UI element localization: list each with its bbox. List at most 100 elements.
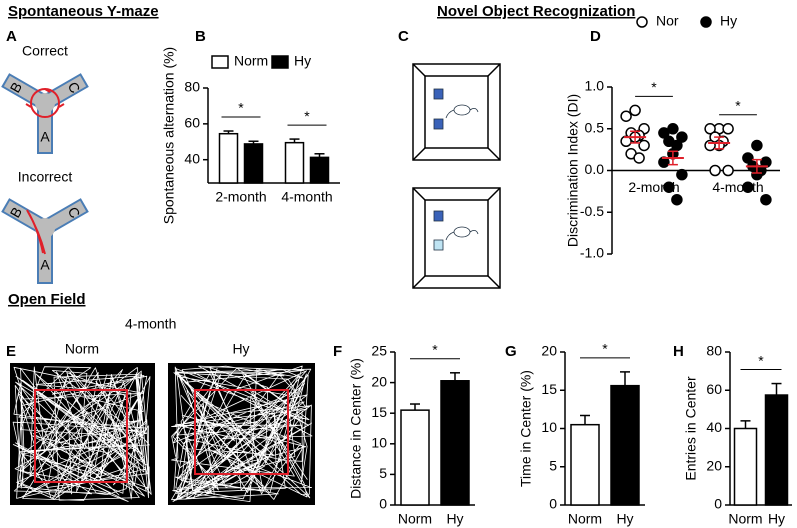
maze: A B C bbox=[1, 198, 89, 284]
y-tick-label: 0 bbox=[379, 496, 387, 512]
legend-label: Hy bbox=[720, 13, 737, 29]
y-tick-label: 0 bbox=[549, 496, 557, 512]
x-tick-label: 4-month bbox=[712, 179, 763, 195]
significance: * bbox=[602, 341, 608, 357]
legend-label: Hy bbox=[294, 53, 311, 69]
legend-label: Nor bbox=[656, 13, 679, 29]
y-axis-title: Time in Center (%) bbox=[518, 370, 534, 487]
y-tick-label: 5 bbox=[549, 457, 557, 473]
y-tick-label: 10 bbox=[541, 419, 557, 435]
nor-arena bbox=[412, 63, 501, 289]
arm-label: A bbox=[40, 257, 50, 273]
data-point bbox=[671, 193, 683, 206]
y-tick-label: 15 bbox=[371, 404, 387, 420]
y-tick-label: 20 bbox=[371, 373, 387, 389]
y-tick-label: 60 bbox=[706, 381, 722, 397]
legend-swatch bbox=[271, 55, 289, 69]
y-tick-label: 0.5 bbox=[585, 119, 605, 135]
x-tick-label: 4-month bbox=[281, 189, 332, 205]
y-tick-label: 25 bbox=[371, 343, 387, 359]
group-label: Hy bbox=[232, 341, 249, 357]
data-point bbox=[676, 131, 688, 143]
bar bbox=[218, 132, 239, 184]
panel-letter: F bbox=[333, 343, 342, 360]
x-tick-label: Norm bbox=[568, 511, 602, 527]
significance: * bbox=[432, 342, 438, 358]
data-point bbox=[663, 181, 675, 193]
legend-label: Norm bbox=[234, 53, 268, 69]
bar bbox=[243, 143, 264, 184]
panel-letter: H bbox=[673, 343, 684, 360]
y-tick-label: -0.5 bbox=[580, 203, 604, 219]
y-tick-label: 80 bbox=[706, 343, 722, 359]
panel-letter: D bbox=[590, 28, 601, 45]
arm-label: A bbox=[40, 129, 50, 145]
track bbox=[12, 366, 152, 502]
y-tick-label: 15 bbox=[541, 381, 557, 397]
maze-label: Incorrect bbox=[18, 169, 73, 185]
data-point bbox=[638, 139, 650, 152]
panel-letter: G bbox=[505, 343, 517, 360]
panel-letter: E bbox=[6, 343, 16, 360]
bar bbox=[440, 380, 470, 506]
significance: * bbox=[238, 100, 244, 116]
data-point bbox=[629, 104, 641, 117]
data-point bbox=[676, 168, 688, 181]
y-tick-label: 80 bbox=[184, 79, 200, 95]
bar bbox=[733, 427, 758, 506]
data-point bbox=[722, 123, 734, 135]
bar bbox=[570, 423, 600, 506]
y-tick-label: 10 bbox=[371, 435, 387, 451]
y-axis-title: Spontaneous alternation (%) bbox=[161, 47, 177, 224]
y-tick-label: 20 bbox=[541, 343, 557, 359]
y-tick-label: 40 bbox=[184, 150, 200, 166]
data-point bbox=[751, 139, 763, 152]
center-zone bbox=[194, 389, 289, 475]
y-tick-label: 5 bbox=[379, 465, 387, 481]
bar bbox=[764, 394, 789, 506]
data-point bbox=[667, 123, 679, 135]
x-tick-label: Hy bbox=[616, 511, 633, 527]
bar bbox=[309, 156, 330, 184]
legend-swatch bbox=[700, 16, 712, 28]
heading: Open Field bbox=[8, 291, 86, 308]
bar bbox=[284, 141, 305, 184]
panel-letter: B bbox=[195, 28, 206, 45]
panel-letter: A bbox=[6, 28, 17, 45]
y-tick-label: 0 bbox=[714, 496, 722, 512]
data-point bbox=[742, 152, 754, 164]
y-tick-label: 60 bbox=[184, 115, 200, 131]
y-tick-label: -1.0 bbox=[580, 245, 604, 261]
significance: * bbox=[735, 97, 741, 113]
x-tick-label: Hy bbox=[768, 511, 785, 527]
maze: A B C bbox=[1, 73, 89, 154]
data-point bbox=[704, 123, 716, 135]
heading: Spontaneous Y-maze bbox=[8, 3, 159, 20]
x-tick-label: Hy bbox=[446, 511, 463, 527]
significance: * bbox=[651, 79, 657, 95]
heading: Novel Object Recognization bbox=[437, 3, 635, 20]
significance: * bbox=[758, 352, 764, 368]
objects bbox=[433, 88, 479, 251]
data-point bbox=[742, 181, 754, 193]
y-axis-title: Distance in Center (%) bbox=[348, 358, 364, 499]
tracks bbox=[12, 365, 313, 502]
y-tick-label: 1.0 bbox=[585, 78, 605, 94]
center-zone bbox=[34, 389, 128, 483]
age-label: 4-month bbox=[125, 316, 176, 332]
data-point bbox=[658, 127, 670, 139]
data-point bbox=[760, 193, 772, 206]
x-tick-label: Norm bbox=[728, 511, 762, 527]
legend-swatch bbox=[636, 16, 648, 28]
bar bbox=[400, 409, 430, 506]
x-tick-label: 2-month bbox=[215, 189, 266, 205]
y-tick-label: 40 bbox=[706, 419, 722, 435]
bar bbox=[610, 384, 640, 506]
track bbox=[171, 365, 313, 502]
data-point bbox=[722, 164, 734, 177]
y-axis-title: Entries in Center bbox=[683, 376, 699, 481]
significance: * bbox=[304, 108, 310, 124]
legend-swatch bbox=[211, 55, 229, 69]
group-label: Norm bbox=[65, 341, 99, 357]
